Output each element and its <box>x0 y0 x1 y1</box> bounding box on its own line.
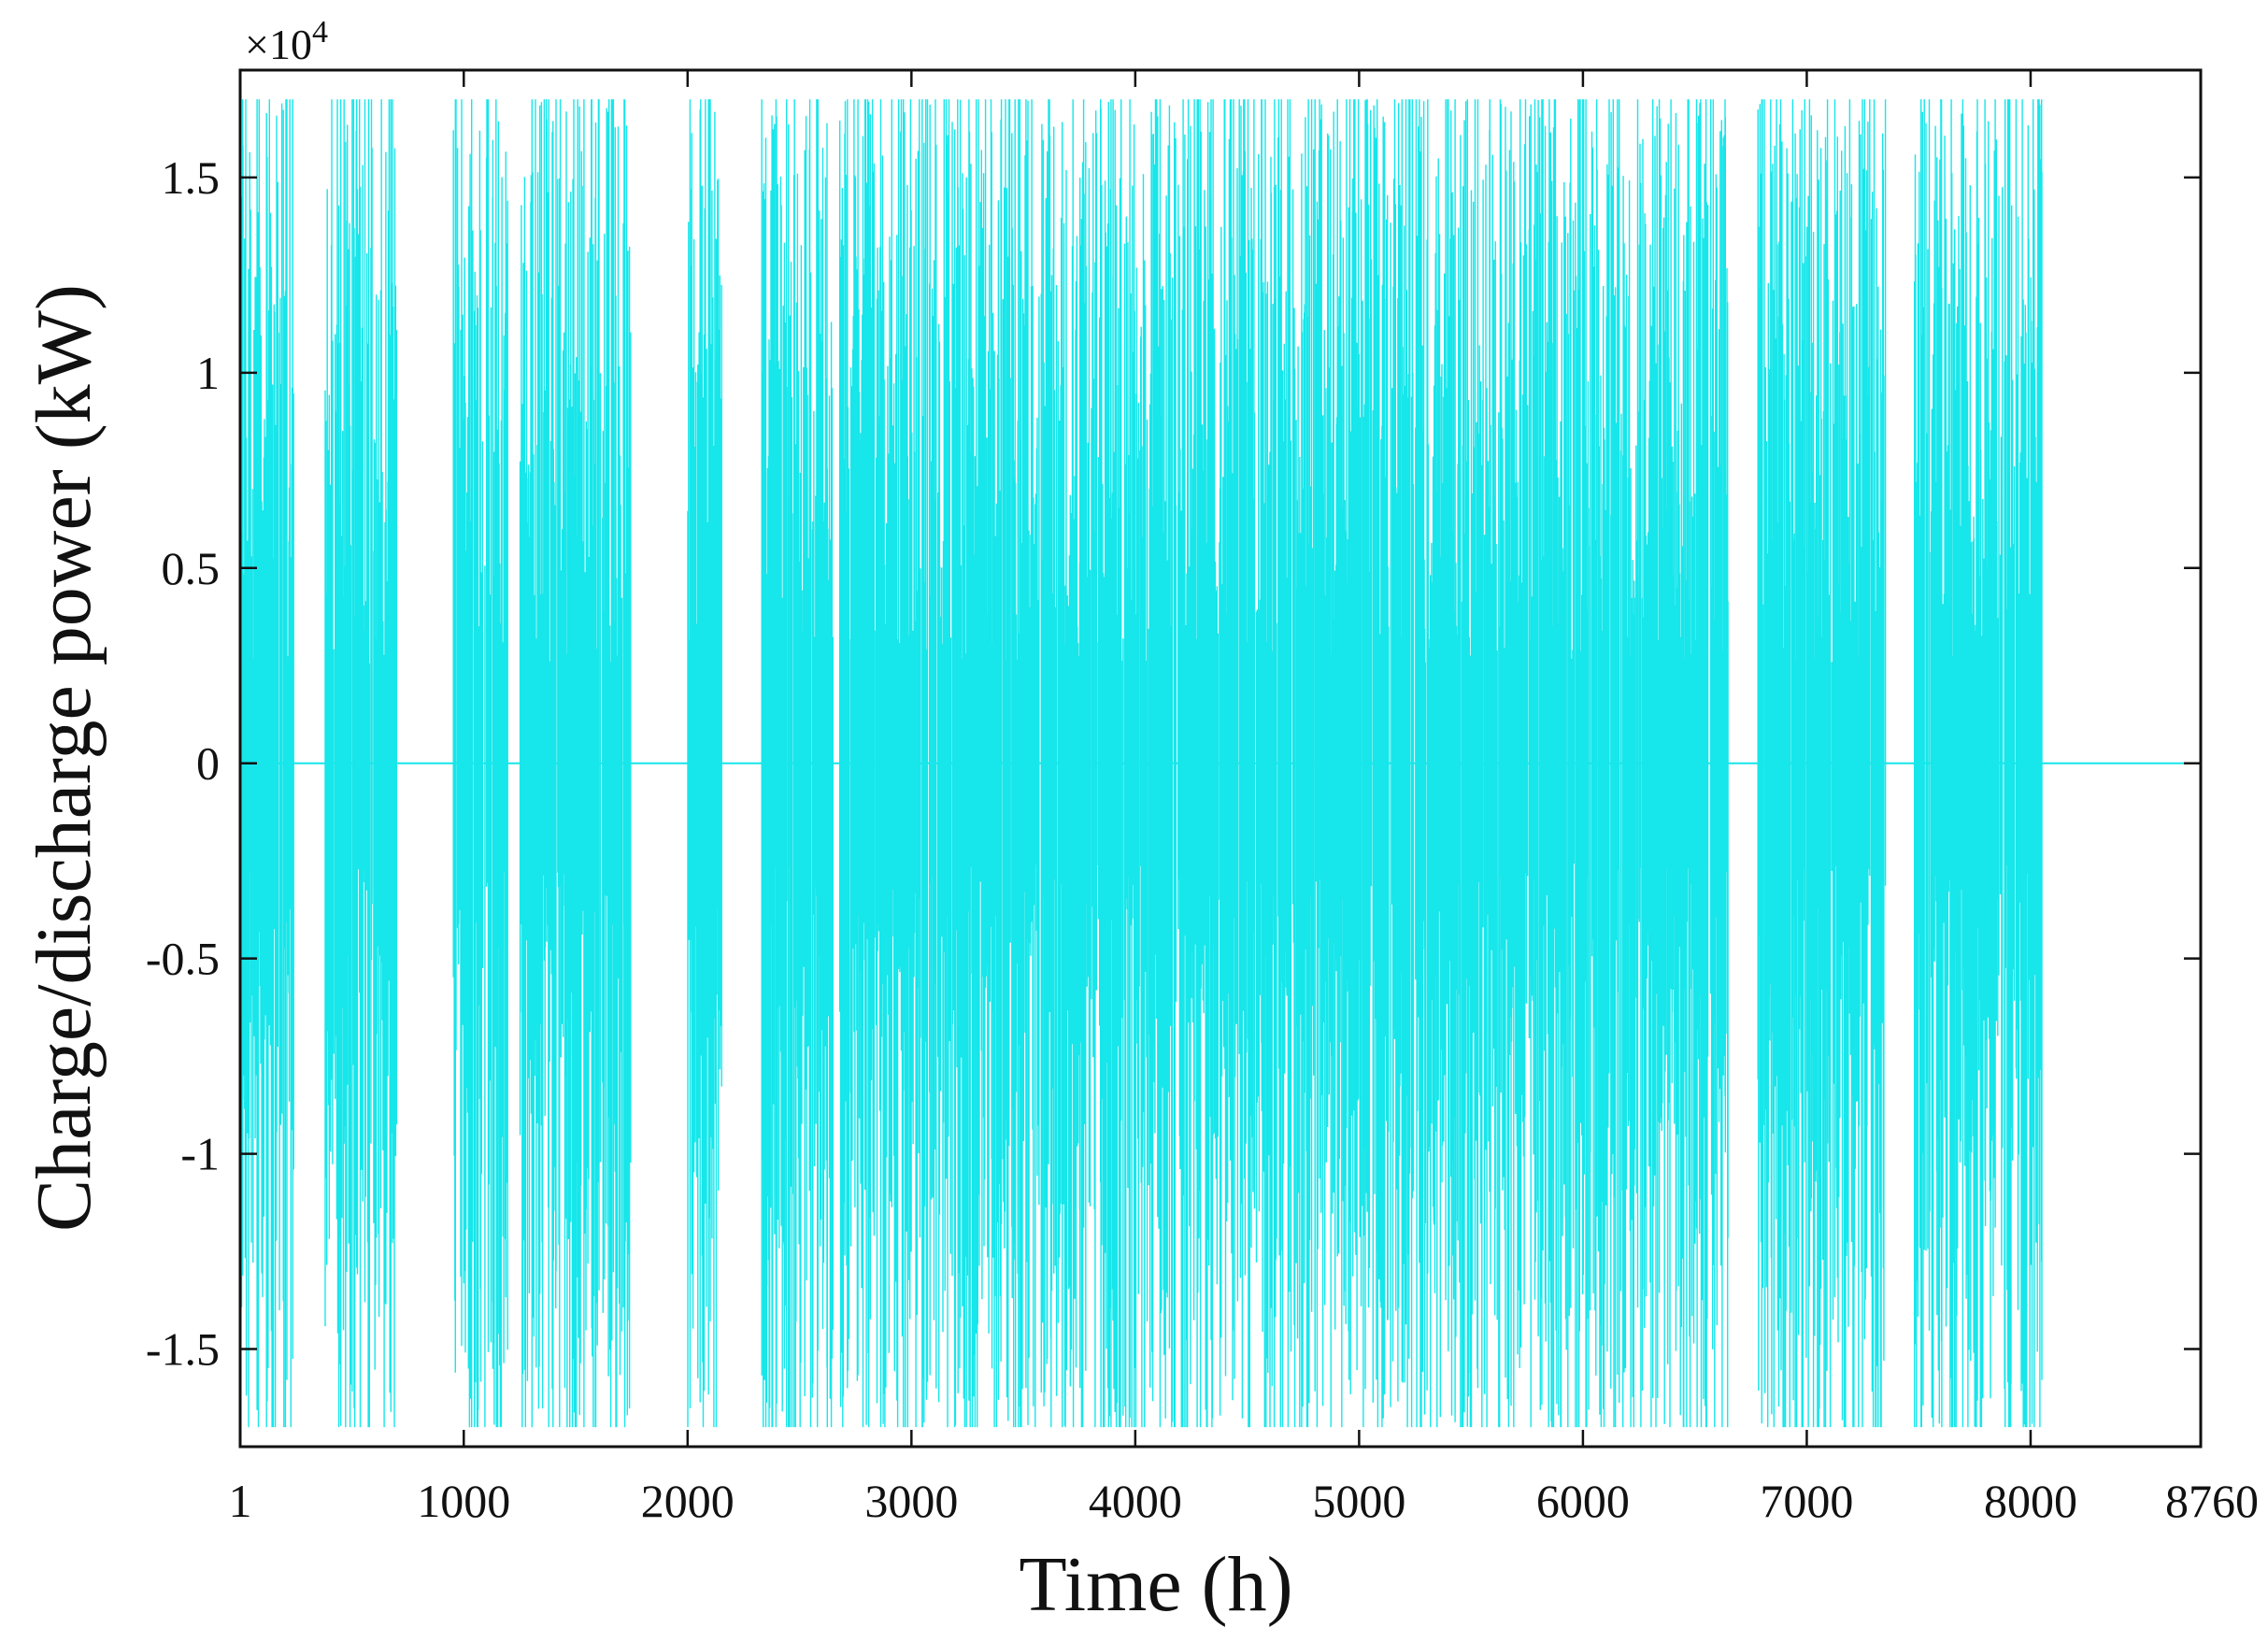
y-tick-label: 1 <box>196 347 220 399</box>
y-axis-title: Charge/discharge power (kW) <box>21 284 107 1232</box>
y-tick-label: 0 <box>196 737 220 790</box>
y-axis-exponent-base: ×10 <box>245 21 312 68</box>
x-tick-label: 1 <box>229 1475 252 1527</box>
x-tick-label: 7000 <box>1760 1475 1853 1527</box>
x-tick-label: 2000 <box>641 1475 735 1527</box>
x-tick-label: 4000 <box>1089 1475 1182 1527</box>
y-tick-label: -1 <box>180 1128 220 1180</box>
y-axis-ticks: -1.5 -1 -0.5 0 0.5 1 1.5 <box>146 151 2201 1376</box>
x-axis-ticks: 1 1000 2000 3000 4000 5000 6000 7000 8000 8760 <box>229 70 2259 1527</box>
y-tick-label: -0.5 <box>146 933 220 985</box>
plot-frame <box>238 68 2203 1449</box>
x-tick-label: 8000 <box>1984 1475 2077 1527</box>
y-tick-label: 1.5 <box>162 151 221 204</box>
x-tick-label: 1000 <box>417 1475 510 1527</box>
x-tick-label: 8760 <box>2165 1475 2259 1527</box>
x-tick-label: 5000 <box>1312 1475 1405 1527</box>
x-tick-label: 6000 <box>1536 1475 1630 1527</box>
y-axis-exponent-power: 4 <box>312 15 328 50</box>
x-axis-title: Time (h) <box>1019 1541 1292 1628</box>
x-tick-label: 3000 <box>864 1475 958 1527</box>
y-tick-label: 0.5 <box>162 542 221 594</box>
y-tick-label: -1.5 <box>146 1323 220 1376</box>
y-axis-exponent: ×104 <box>245 15 328 68</box>
